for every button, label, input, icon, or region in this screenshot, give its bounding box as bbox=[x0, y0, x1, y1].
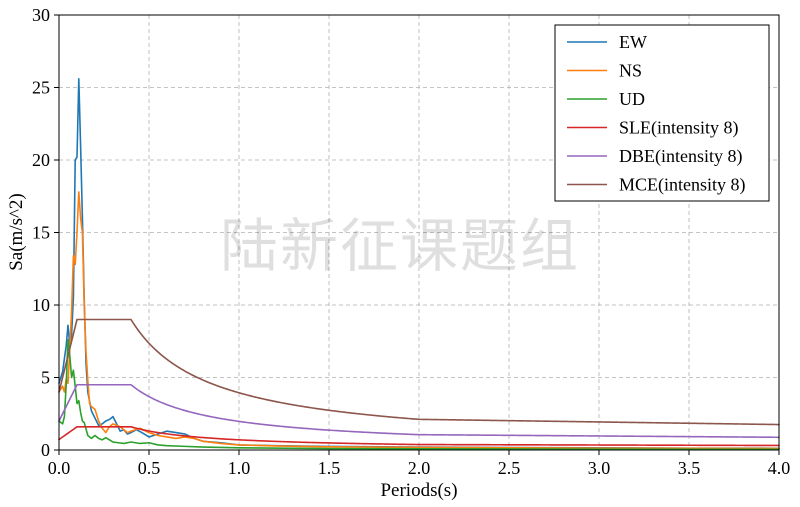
series-line-ud bbox=[58, 339, 780, 451]
legend-label: DBE(intensity 8) bbox=[619, 146, 743, 167]
x-tick-label: 0.5 bbox=[138, 458, 161, 478]
x-tick-label: 2.5 bbox=[498, 458, 521, 478]
y-tick-label: 15 bbox=[32, 223, 50, 243]
legend-label: SLE(intensity 8) bbox=[619, 118, 739, 139]
y-tick-label: 20 bbox=[32, 150, 50, 170]
x-axis-label: Periods(s) bbox=[380, 480, 457, 501]
axis-ticks: 0.0 0.5 1.0 1.5 2.0 2.5 3.0 3.5 4.0 0 5 10 15 20 25 30 bbox=[32, 5, 790, 478]
x-tick-label: 1.0 bbox=[228, 458, 251, 478]
series-lines bbox=[58, 78, 780, 451]
series-line-sle bbox=[58, 426, 780, 447]
x-tick-label: 3.0 bbox=[588, 458, 611, 478]
legend: EW NS UD SLE(intensity 8) DBE(intensity 8) MC… bbox=[554, 24, 770, 202]
y-tick-label: 0 bbox=[41, 440, 50, 460]
y-tick-label: 30 bbox=[32, 5, 50, 25]
x-tick-label: 3.5 bbox=[678, 458, 701, 478]
watermark-text: 陆新征课题组 bbox=[220, 212, 580, 280]
y-tick-label: 10 bbox=[32, 295, 50, 315]
series-line-mce bbox=[58, 318, 780, 426]
legend-label: MCE(intensity 8) bbox=[619, 175, 746, 196]
series-line-dbe bbox=[58, 383, 780, 439]
x-tick-label: 2.0 bbox=[408, 458, 431, 478]
x-tick-label: 1.5 bbox=[318, 458, 341, 478]
legend-box bbox=[554, 24, 770, 202]
legend-label: NS bbox=[619, 61, 642, 81]
y-tick-label: 5 bbox=[41, 368, 50, 388]
legend-label: UD bbox=[619, 89, 645, 109]
series-line-ns bbox=[58, 191, 780, 450]
y-axis-label: Sa(m/s^2) bbox=[6, 193, 27, 271]
x-tick-label: 4.0 bbox=[768, 458, 791, 478]
grid bbox=[59, 15, 779, 450]
y-tick-label: 25 bbox=[32, 78, 50, 98]
x-tick-label: 0.0 bbox=[48, 458, 71, 478]
legend-label: EW bbox=[619, 32, 647, 52]
